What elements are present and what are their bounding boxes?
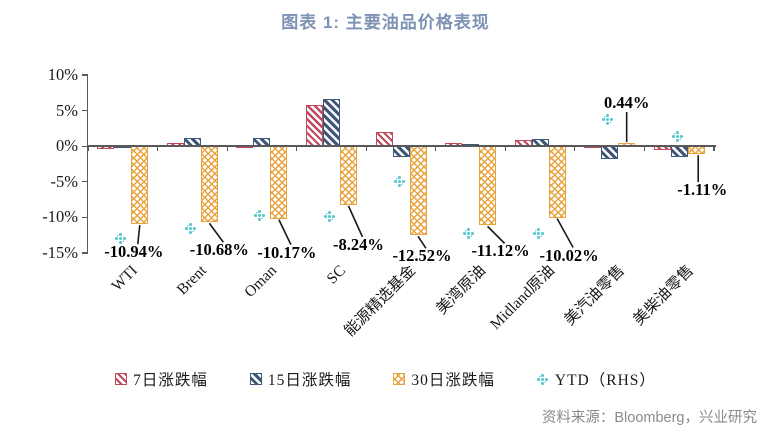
bar-15日涨跌幅-能源精选基金 (392, 146, 410, 157)
ytd-marker-能源精选基金 (397, 180, 401, 184)
x-axis-tick (226, 146, 228, 152)
x-axis-tick (643, 146, 646, 152)
bar-30日涨跌幅-Brent (200, 146, 218, 223)
y-axis-tick (82, 181, 88, 183)
y-axis-tick-label: -15% (42, 243, 78, 262)
bar-7日涨跌幅-SC (305, 104, 323, 147)
legend-label-30d: 30日涨跌幅 (411, 372, 495, 389)
legend-item-15d: 15日涨跌幅 (249, 368, 352, 390)
y-axis-tick (82, 145, 88, 147)
ytd-marker-WTI (119, 237, 123, 241)
bar-30日涨跌幅-美湾原油 (479, 146, 497, 226)
legend-swatch-30d-icon (393, 373, 406, 385)
ytd-marker-美汽油零售 (606, 118, 610, 122)
data-label-Midland原油: -10.02% (539, 245, 599, 265)
bar-30日涨跌幅-美柴油零售 (687, 146, 705, 155)
ytd-marker-美柴油零售 (675, 135, 679, 139)
y-axis-tick (82, 74, 88, 76)
ytd-marker-美湾原油 (467, 232, 471, 236)
chart-title: 图表 1: 主要油品价格表现 (281, 13, 490, 32)
data-label-SC: -8.24% (333, 234, 384, 254)
y-axis-tick-label: 10% (47, 65, 78, 84)
legend-item-7d: 7日涨跌幅 (115, 368, 208, 390)
data-label-能源精选基金: -12.52% (392, 246, 452, 266)
x-axis-tick (296, 146, 298, 152)
x-axis-tick (574, 146, 576, 152)
x-axis-tick (435, 146, 437, 152)
ytd-marker-Oman (258, 213, 262, 217)
data-label-美柴油零售: -1.11% (677, 180, 728, 200)
bar-15日涨跌幅-美柴油零售 (670, 146, 688, 157)
data-label-美汽油零售: 0.44% (603, 93, 650, 113)
y-axis-tick (82, 216, 88, 218)
x-axis-tick (156, 146, 159, 152)
y-axis-line (87, 75, 89, 253)
source-note: 资料来源：Bloomberg，兴业研究 (541, 410, 757, 426)
y-axis-tick (82, 252, 88, 254)
data-label-Brent: -10.68% (189, 240, 249, 260)
legend-label-7d: 7日涨跌幅 (133, 372, 208, 389)
legend-label-15d: 15日涨跌幅 (267, 372, 352, 389)
ytd-marker-SC (327, 215, 331, 219)
bar-7日涨跌幅-能源精选基金 (375, 131, 393, 147)
ytd-marker-Midland原油 (536, 231, 540, 235)
bar-15日涨跌幅-美汽油零售 (601, 146, 619, 159)
bar-30日涨跌幅-SC (339, 146, 357, 205)
bar-30日涨跌幅-Midland原油 (548, 146, 566, 218)
x-axis-zero-line (88, 145, 716, 148)
bar-30日涨跌幅-能源精选基金 (409, 146, 427, 236)
x-axis-tick (87, 146, 89, 152)
y-axis-tick-label: -10% (42, 207, 78, 227)
y-axis-tick-label: -5% (50, 171, 79, 191)
x-axis-tick (713, 146, 715, 152)
data-label-Oman: -10.17% (257, 242, 317, 262)
legend-label-ytd: YTD（RHS） (554, 372, 656, 389)
ytd-marker-Brent (188, 226, 192, 230)
bar-30日涨跌幅-Oman (270, 146, 288, 219)
y-axis-tick (82, 110, 88, 112)
bar-30日涨跌幅-WTI (131, 146, 149, 225)
legend-item-30d: 30日涨跌幅 (393, 368, 495, 390)
y-axis-tick-label: 5% (56, 100, 78, 120)
legend-swatch-7d-icon (115, 373, 128, 385)
x-axis-tick (504, 146, 506, 152)
legend-swatch-15d-icon (249, 373, 262, 385)
y-axis-tick-label: 0% (56, 136, 78, 156)
legend-item-ytd: YTD（RHS） (537, 368, 656, 390)
x-axis-tick (365, 146, 367, 152)
bar-15日涨跌幅-SC (322, 99, 340, 147)
legend: 7日涨跌幅 15日涨跌幅 30日涨跌幅 YTD（RHS） (0, 368, 771, 390)
data-label-WTI: -10.94% (104, 242, 164, 262)
data-label-美湾原油: -11.12% (471, 241, 530, 261)
legend-ytd-snowflake-icon (537, 373, 549, 385)
